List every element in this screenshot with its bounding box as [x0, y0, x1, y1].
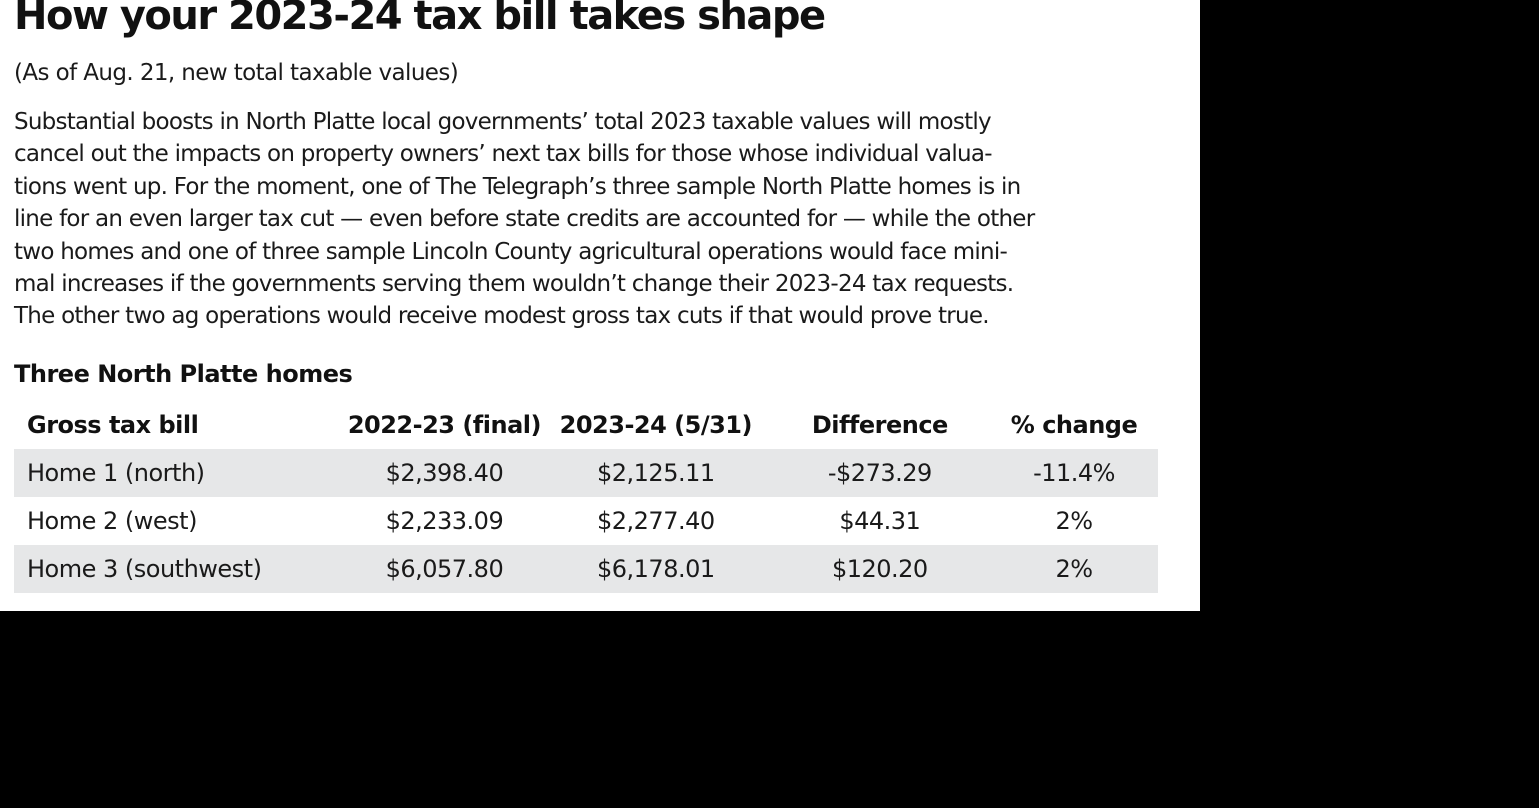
- body-line: cancel out the impacts on property owner…: [14, 141, 993, 168]
- column-header: Difference: [811, 411, 949, 439]
- body-line: tions went up. For the moment, one of Th…: [14, 173, 1021, 200]
- cell-current: $2,277.40: [596, 507, 715, 535]
- cell-difference: $120.20: [769, 545, 991, 593]
- cell-prior: $6,057.80: [346, 545, 543, 593]
- table-row: Home 3 (southwest) $6,057.80 $6,178.01 $…: [14, 545, 1158, 593]
- cell-current: $6,178.01: [542, 545, 770, 593]
- body-line: mal increases if the governments serving…: [14, 271, 1014, 298]
- body-line: Substantial boosts in North Platte local…: [14, 109, 992, 135]
- cell-difference: -$273.29: [769, 449, 991, 497]
- column-header: 2022-23 (final): [347, 411, 542, 439]
- row-label: Home 2 (west): [27, 507, 197, 535]
- column-header: % change: [1010, 411, 1138, 439]
- table-header-row: Gross tax bill 2022-23 (final) 2023-24 (…: [14, 401, 1158, 449]
- section-title: Three North Platte homes: [14, 360, 353, 388]
- body-paragraph: Substantial boosts in North Platte local…: [14, 106, 1174, 333]
- graphic-card: How your 2023-24 tax bill takes shape (A…: [0, 0, 1200, 611]
- body-line: two homes and one of three sample Lincol…: [14, 238, 1008, 265]
- cell-prior: $2,233.09: [385, 507, 504, 535]
- subhead: (As of Aug. 21, new total taxable values…: [14, 60, 459, 86]
- cell-pct-change: 2%: [990, 545, 1158, 593]
- cell-pct-change: -11.4%: [990, 449, 1158, 497]
- body-line: The other two ag operations would receiv…: [14, 303, 990, 330]
- table-row: Home 1 (north) $2,398.40 $2,125.11 -$273…: [14, 449, 1158, 497]
- table-row: Home 2 (west) $2,233.09 $2,277.40 $44.31…: [14, 497, 1158, 545]
- column-header: 2023-24 (5/31): [559, 411, 753, 439]
- column-header: Gross tax bill: [27, 411, 199, 439]
- cell-difference: $44.31: [839, 507, 921, 535]
- cell-prior: $2,398.40: [346, 449, 543, 497]
- cell-pct-change: 2%: [1055, 507, 1093, 535]
- body-line: line for an even larger tax cut — even b…: [14, 206, 1035, 233]
- cell-current: $2,125.11: [542, 449, 770, 497]
- tax-table: Gross tax bill 2022-23 (final) 2023-24 (…: [14, 401, 1158, 593]
- row-label: Home 1 (north): [14, 449, 347, 497]
- headline: How your 2023-24 tax bill takes shape: [14, 0, 826, 39]
- row-label: Home 3 (southwest): [14, 545, 347, 593]
